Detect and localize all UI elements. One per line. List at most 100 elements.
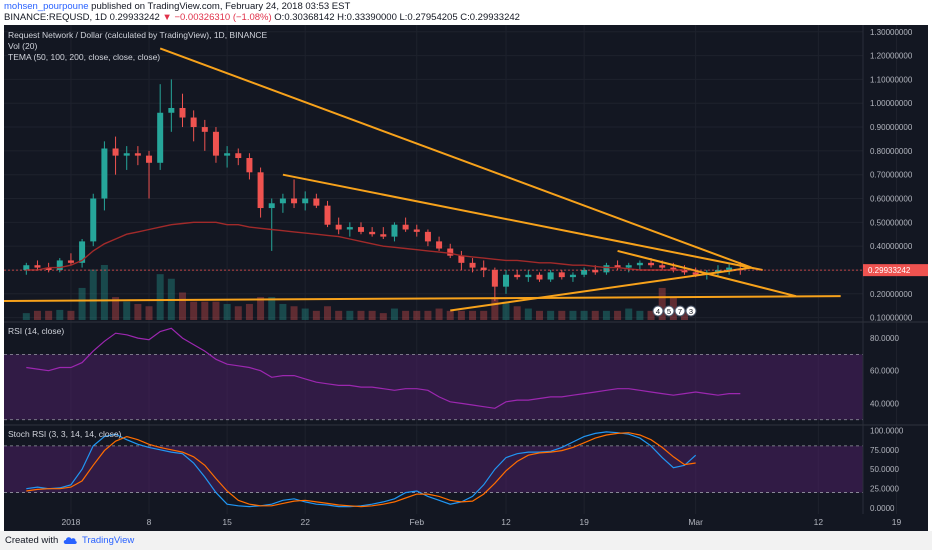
volume-bar	[558, 310, 566, 320]
candle-body	[614, 265, 621, 268]
stoch-tick-label: 100.0000	[870, 426, 904, 435]
candle-body	[134, 153, 141, 156]
event-markers[interactable]: 4 5 7 3	[652, 305, 697, 317]
price-tick-label: 1.30000000	[870, 28, 913, 37]
volume-bar	[201, 301, 209, 320]
trendline	[159, 47, 752, 269]
time-tick-label: 12	[814, 517, 824, 527]
volume-bar	[402, 310, 410, 320]
candle-body	[212, 131, 219, 156]
volume-bar	[100, 265, 108, 320]
volume-bar	[112, 297, 120, 320]
candle-body	[402, 224, 409, 230]
volume-bar	[123, 301, 131, 320]
price-tick-label: 0.90000000	[870, 123, 913, 132]
main-legend-title[interactable]: Request Network / Dollar (calculated by …	[8, 30, 268, 40]
event-label-2: 5	[667, 307, 671, 316]
tema-line-path	[26, 221, 685, 271]
candle-body	[357, 227, 364, 232]
candle-body	[201, 127, 208, 132]
volume-bar	[435, 308, 443, 320]
publish-info: published on TradingView.com, February 2…	[91, 1, 351, 12]
candle-body	[603, 265, 610, 273]
candles	[23, 79, 744, 301]
event-marker-4[interactable]	[685, 305, 697, 317]
last-price: 0.29933242	[109, 12, 160, 23]
candle-body	[525, 274, 532, 278]
volume-bar	[569, 310, 577, 320]
trendline	[450, 266, 752, 312]
candle-body	[34, 265, 41, 268]
volume-bar	[502, 301, 510, 320]
volume-bar	[524, 308, 532, 320]
candle-body	[302, 198, 309, 204]
candle-body	[581, 269, 588, 275]
candle-body	[424, 231, 431, 242]
candle-body	[67, 260, 74, 263]
chart-svg[interactable]: 1.30000000 1.20000000 1.10000000 1.00000000…	[4, 25, 928, 531]
rsi-tick-label: 60.0000	[870, 367, 899, 376]
event-label-1: 4	[656, 307, 660, 316]
candle-body	[79, 241, 86, 263]
author-link[interactable]: mohsen_pourpoune	[4, 1, 89, 12]
price-tick-label: 1.00000000	[870, 99, 913, 108]
stoch-tick-label: 75.0000	[870, 446, 899, 455]
candle-body	[391, 224, 398, 237]
candle-body	[56, 260, 63, 270]
price-change: ▼ −0.00326310 (−1.08%)	[162, 12, 272, 23]
candle-body	[503, 274, 510, 287]
volume-bar	[223, 303, 231, 320]
price-tick-label: 1.10000000	[870, 75, 913, 84]
volume-bar	[145, 306, 153, 320]
stoch-band	[4, 445, 863, 493]
volume-bar	[469, 310, 477, 320]
volume-bar	[413, 310, 421, 320]
event-marker-1[interactable]	[652, 305, 664, 317]
publication-header: mohsen_pourpoune published on TradingVie…	[0, 0, 932, 24]
footer: Created with TradingView	[0, 531, 932, 550]
candle-body	[458, 255, 465, 263]
stoch-tick-label: 25.0000	[870, 485, 899, 494]
stoch-lines	[26, 431, 697, 508]
volume-bar	[658, 287, 666, 320]
time-axis[interactable]: 2018 8 15 22 Feb 12 19 Mar 12 19	[61, 517, 901, 527]
price-tick-label: 0.10000000	[870, 314, 913, 323]
volume-bar	[178, 292, 186, 320]
vol-legend[interactable]: Vol (20)	[8, 41, 37, 51]
price-tick-label: 0.70000000	[870, 171, 913, 180]
volume-bar	[491, 297, 499, 320]
event-marker-2[interactable]	[663, 305, 675, 317]
candle-body	[168, 107, 175, 113]
trendlines[interactable]	[4, 47, 863, 312]
time-tick-label: 2018	[61, 517, 80, 527]
tradingview-link[interactable]: TradingView	[82, 535, 135, 546]
candle-body	[436, 241, 443, 249]
volume-bar	[22, 313, 30, 320]
candle-body	[279, 198, 286, 204]
event-label-3: 7	[678, 307, 682, 316]
price-tick-label: 1.20000000	[870, 52, 913, 61]
candle-body	[313, 198, 320, 206]
volume-bar	[547, 310, 555, 320]
symbol-line: BINANCE:REQUSD, 1D 0.29933242 ▼ −0.00326…	[4, 12, 520, 23]
chart-frame[interactable]: 1.30000000 1.20000000 1.10000000 1.00000000…	[4, 25, 928, 531]
volume-bar	[279, 303, 287, 320]
volume-bar	[290, 306, 298, 320]
candle-body	[179, 107, 186, 118]
tema-legend[interactable]: TEMA (50, 100, 200, close, close, close)	[8, 52, 160, 62]
rsi-band	[4, 354, 863, 420]
stoch-legend[interactable]: Stoch RSI (3, 3, 14, 14, close)	[8, 429, 122, 439]
volume-bar	[234, 306, 242, 320]
candle-body	[714, 269, 721, 273]
event-marker-3[interactable]	[674, 305, 686, 317]
rsi-legend[interactable]: RSI (14, close)	[8, 326, 64, 336]
volume-bar	[257, 297, 265, 320]
candle-body	[569, 274, 576, 278]
candle-body	[324, 205, 331, 225]
volume-bar	[379, 313, 387, 320]
candle-body	[480, 267, 487, 270]
stoch-tick-label: 0.0000	[870, 504, 895, 513]
volume-bar	[424, 310, 432, 320]
volume-bar	[312, 310, 320, 320]
trendline	[282, 173, 763, 271]
